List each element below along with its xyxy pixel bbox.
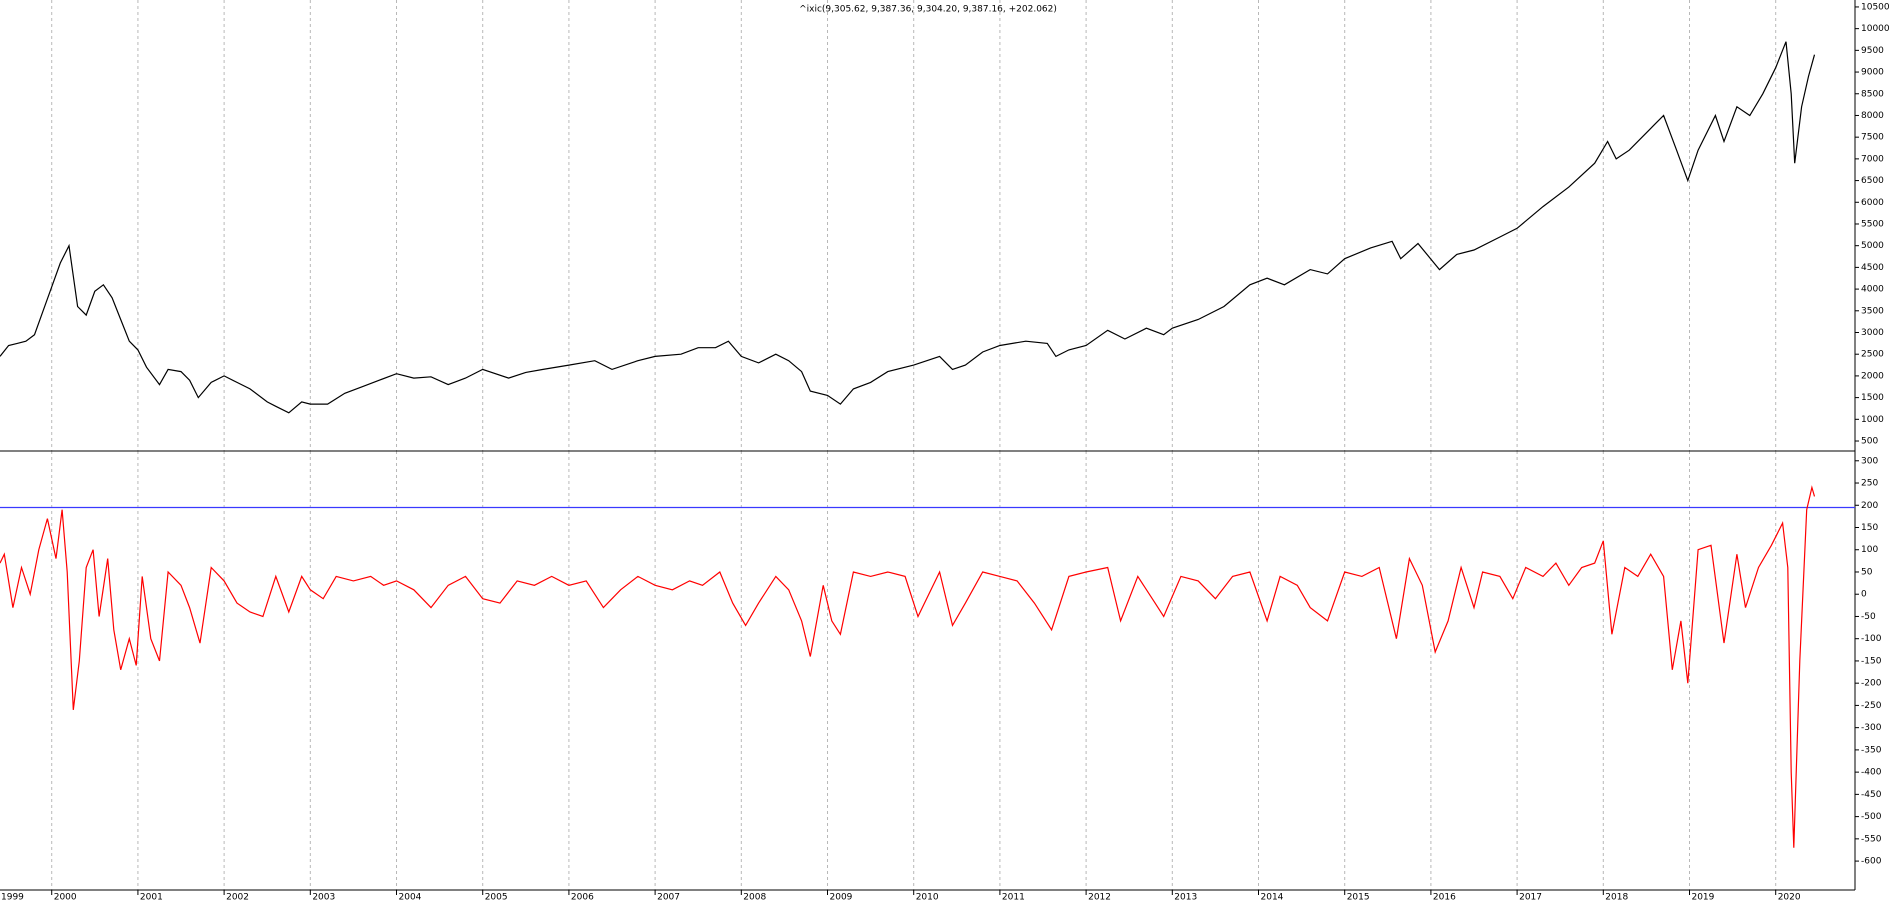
y-tick-label: 6500 [1861, 176, 1884, 186]
y-tick-label: 3500 [1861, 306, 1884, 316]
x-tick-label: 2002 [226, 893, 249, 903]
y-tick-label: -450 [1861, 790, 1882, 800]
x-tick-label: 2011 [1002, 893, 1025, 903]
y-tick-label: 7000 [1861, 154, 1884, 164]
x-tick-label: 2008 [743, 893, 766, 903]
x-tick-label: 2016 [1433, 893, 1456, 903]
x-tick-label: 1999 [1, 893, 24, 903]
x-tick-label: 2017 [1519, 893, 1542, 903]
x-tick-label: 2001 [140, 893, 163, 903]
y-tick-label: -150 [1861, 656, 1882, 666]
x-tick-label: 2009 [830, 893, 853, 903]
y-tick-label: 50 [1861, 567, 1873, 577]
price-line [0, 41, 1816, 414]
y-tick-label: 0 [1861, 590, 1867, 600]
x-tick-label: 2006 [571, 893, 594, 903]
y-tick-label: 5000 [1861, 241, 1884, 251]
y-tick-label: -50 [1861, 612, 1876, 622]
y-tick-label: 500 [1861, 437, 1878, 447]
y-tick-label: 10000 [1861, 24, 1890, 34]
x-tick-label: 2000 [54, 893, 77, 903]
y-tick-label: 150 [1861, 523, 1878, 533]
chart-title: ^ixic(9,305.62, 9,387.36, 9,304.20, 9,38… [799, 5, 1057, 15]
price-line [0, 485, 1816, 848]
x-tick-label: 2014 [1261, 893, 1284, 903]
x-tick-label: 2004 [399, 893, 422, 903]
y-tick-label: -200 [1861, 679, 1882, 689]
y-tick-label: -500 [1861, 812, 1882, 822]
y-tick-label: 7500 [1861, 133, 1884, 143]
y-tick-label: 4500 [1861, 263, 1884, 273]
y-tick-label: 300 [1861, 456, 1878, 466]
x-tick-label: 2018 [1605, 893, 1628, 903]
x-tick-label: 2012 [1088, 893, 1111, 903]
x-tick-label: 2005 [485, 893, 508, 903]
y-tick-label: 4000 [1861, 285, 1884, 295]
y-tick-label: 3000 [1861, 328, 1884, 338]
x-tick-label: 2015 [1347, 893, 1370, 903]
y-tick-label: 9000 [1861, 68, 1884, 78]
y-tick-label: 1000 [1861, 415, 1884, 425]
y-tick-label: 2500 [1861, 350, 1884, 360]
x-tick-label: 2020 [1778, 893, 1801, 903]
y-tick-label: 250 [1861, 479, 1878, 489]
y-tick-label: -300 [1861, 723, 1882, 733]
x-tick-label: 2013 [1174, 893, 1197, 903]
y-tick-label: 8000 [1861, 111, 1884, 121]
y-tick-label: 100 [1861, 545, 1878, 555]
x-tick-label: 2019 [1691, 893, 1714, 903]
y-tick-label: 8500 [1861, 89, 1884, 99]
y-tick-label: 10500 [1861, 2, 1890, 12]
x-tick-label: 2003 [312, 893, 335, 903]
y-tick-label: -400 [1861, 768, 1882, 778]
y-tick-label: -100 [1861, 634, 1882, 644]
y-tick-label: 1500 [1861, 393, 1884, 403]
y-tick-label: 2000 [1861, 371, 1884, 381]
x-tick-label: 2010 [916, 893, 939, 903]
y-tick-label: 5500 [1861, 219, 1884, 229]
y-tick-label: -550 [1861, 834, 1882, 844]
y-tick-label: 9500 [1861, 46, 1884, 56]
y-tick-label: -600 [1861, 857, 1882, 867]
x-tick-label: 2007 [657, 893, 680, 903]
y-tick-label: -350 [1861, 745, 1882, 755]
y-tick-label: 6000 [1861, 198, 1884, 208]
y-tick-label: 200 [1861, 501, 1878, 511]
y-tick-label: -250 [1861, 701, 1882, 711]
